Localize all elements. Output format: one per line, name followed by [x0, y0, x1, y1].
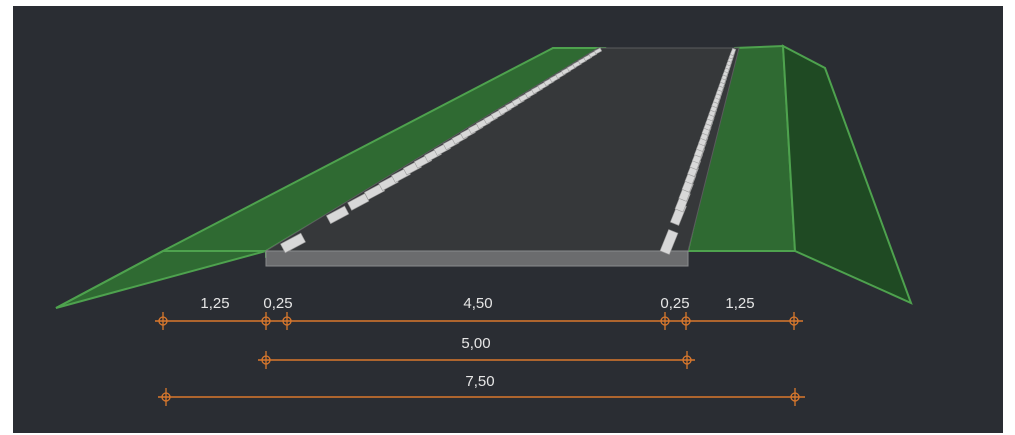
dimension-tick [790, 388, 800, 406]
curb-front-face [265, 250, 689, 267]
dimension-tick [660, 312, 670, 330]
dimension-tick [789, 312, 799, 330]
dimension-tick [161, 388, 171, 406]
dimension-row-1: 1,25 0,25 4,50 0,25 1,25 [155, 295, 803, 330]
left-edge-markings [280, 47, 603, 254]
dimension-label-left-curb: 0,25 [263, 295, 292, 312]
dimension-tick [282, 312, 292, 330]
right-edge-markings [659, 47, 737, 255]
dimension-label-right-shoulder: 1,25 [725, 295, 754, 312]
dimension-label-right-curb: 0,25 [660, 295, 689, 312]
dimension-tick [261, 312, 271, 330]
dimension-tick [261, 351, 271, 369]
edge-marking-dash [729, 47, 737, 57]
dimension-tick [158, 312, 168, 330]
road-cross-section-drawing: 1,25 0,25 4,50 0,25 1,25 5,00 7,50 [55, 44, 913, 406]
dimension-tick [681, 312, 691, 330]
left-slope-edge-line [55, 250, 164, 309]
dimension-label-total-width: 7,50 [465, 373, 494, 390]
dimension-row-3: 7,50 [158, 373, 805, 406]
cad-viewport: 1,25 0,25 4,50 0,25 1,25 5,00 7,50 [13, 6, 1003, 433]
dimension-label-carriageway: 4,50 [463, 295, 492, 312]
dimension-row-2: 5,00 [258, 335, 695, 369]
dimension-label-left-shoulder: 1,25 [200, 295, 229, 312]
edge-marking-dash [325, 205, 350, 225]
edge-marking-dash [593, 47, 603, 55]
dimension-tick [682, 351, 692, 369]
edge-marking-dash [659, 229, 679, 255]
right-embankment-slope [781, 44, 913, 305]
dimension-label-paved-width: 5,00 [461, 335, 490, 352]
edge-marking-dash [280, 232, 306, 254]
